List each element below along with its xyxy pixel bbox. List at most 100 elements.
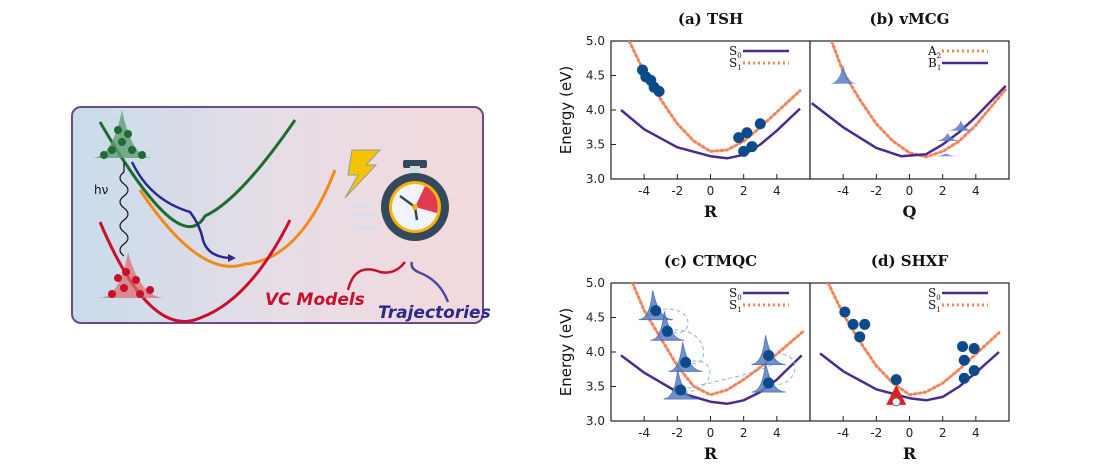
x-tick-label: -4 — [837, 184, 849, 198]
trajectory-dot — [839, 306, 851, 318]
x-tick-label: 4 — [972, 426, 980, 440]
photon-label: hν — [94, 183, 109, 197]
models-arrow — [346, 261, 406, 291]
x-tick-label: 2 — [939, 184, 947, 198]
intermediate-state-curve-orange — [138, 169, 337, 268]
y-tick-label: 3.5 — [586, 138, 605, 152]
gaussian-wavepacket — [931, 153, 960, 157]
x-tick-label: 0 — [906, 426, 914, 440]
gaussian-wavepacket — [650, 311, 685, 341]
x-tick-label: 2 — [939, 426, 947, 440]
x-tick-label: 2 — [740, 426, 748, 440]
series-line — [830, 41, 1008, 159]
trajectories-arrow — [410, 261, 450, 303]
y-tick-label: 5.0 — [586, 276, 605, 290]
gaussian-wavepacket — [751, 335, 786, 365]
illustration: hν VC Models Trajectories — [71, 106, 491, 324]
trajectory-dot — [754, 118, 766, 130]
legend-subscript: 0 — [936, 294, 940, 302]
x-axis-label: Q — [903, 202, 917, 221]
plot-area — [610, 282, 811, 422]
illustration-frame — [71, 106, 484, 324]
gaussian-wavepacket — [946, 120, 975, 131]
y-tick-label: 4.5 — [586, 311, 605, 325]
x-tick-label: -2 — [870, 184, 882, 198]
lightning-icon — [344, 149, 382, 199]
trajectory-dot — [763, 349, 775, 361]
coupling-link — [667, 329, 705, 365]
trajectory-arrowhead — [228, 254, 236, 262]
trajectory-dot — [738, 145, 750, 157]
excited-wavepacket — [92, 110, 152, 159]
chart-panels: (a) TSH -4 -2 0 2 4 3.0 3.5 4.0 4.5 5.0 R Energy (eV… — [557, 10, 1010, 463]
trajectory-dot — [650, 305, 662, 317]
x-tick-label: -2 — [671, 426, 683, 440]
legend-subscript: 1 — [937, 64, 941, 72]
trajectories-label: Trajectories — [378, 303, 491, 323]
trajectory-dot — [890, 374, 902, 386]
trajectory-dot — [675, 384, 687, 396]
chart-title: (b) vMCG — [870, 10, 950, 28]
trajectory-dot — [958, 372, 970, 384]
trajectory-dot — [763, 377, 775, 389]
coupling-link — [655, 308, 689, 334]
trajectory-dot — [746, 141, 758, 153]
x-tick-label: 4 — [773, 426, 781, 440]
excited-state-curve-green — [98, 119, 297, 228]
series-line — [620, 107, 801, 160]
x-axis-label: R — [704, 202, 718, 221]
x-tick-label: -2 — [671, 184, 683, 198]
trajectory-dot — [847, 318, 859, 330]
y-tick-label: 4.5 — [586, 69, 605, 83]
mascot-icon — [891, 397, 901, 407]
y-tick-label: 3.5 — [586, 380, 605, 394]
coupling-link — [768, 353, 796, 385]
trajectory-dot — [957, 340, 969, 352]
x-axis-label: R — [903, 444, 917, 463]
y-axis-label: Energy (eV) — [557, 308, 575, 396]
legend-subscript: 1 — [936, 306, 940, 314]
coupling-link — [680, 354, 776, 391]
plot-content — [620, 41, 802, 160]
models-label: VC Models — [265, 290, 365, 310]
chart-title: (a) TSH — [678, 10, 743, 28]
trajectory-dot — [854, 331, 866, 343]
y-tick-label: 5.0 — [586, 34, 605, 48]
y-tick-label: 3.0 — [586, 414, 605, 428]
trajectory-dot — [653, 85, 665, 97]
series-line — [819, 351, 1000, 402]
trajectory-dot — [859, 318, 871, 330]
trajectory-arrow — [130, 161, 231, 260]
stopwatch-icon — [344, 149, 449, 241]
gaussian-wavepacket — [751, 362, 786, 393]
series-line — [810, 85, 1007, 158]
legend-subscript: 0 — [737, 52, 741, 60]
legend-subscript: 1 — [737, 64, 741, 72]
x-tick-label: 2 — [740, 184, 748, 198]
plot-content — [810, 41, 1008, 159]
x-tick-label: -4 — [837, 426, 849, 440]
photon-wave-icon — [119, 162, 129, 257]
x-tick-label: 0 — [707, 426, 715, 440]
x-tick-label: -4 — [638, 426, 650, 440]
chart-panel: (c) CTMQC -4 -2 0 2 4 3.0 3.5 4.0 4.5 5.0 R Energy (… — [557, 252, 811, 463]
gaussian-wavepacket — [933, 132, 962, 142]
y-tick-label: 3.0 — [586, 172, 605, 186]
trajectory-dot — [733, 132, 745, 144]
x-axis-label: R — [704, 444, 718, 463]
trajectory-dot — [958, 354, 970, 366]
plot-content — [819, 283, 1001, 407]
x-tick-label: -4 — [638, 184, 650, 198]
ground-wavepacket — [98, 252, 166, 298]
legend-subscript: 2 — [937, 52, 941, 60]
highlight-triangle — [886, 384, 907, 405]
x-tick-label: 4 — [972, 184, 980, 198]
y-axis-label: Energy (eV) — [557, 66, 575, 154]
x-tick-label: 0 — [707, 184, 715, 198]
trajectory-dot — [741, 127, 753, 139]
trajectory-dot — [968, 343, 980, 355]
x-tick-label: 0 — [906, 184, 914, 198]
